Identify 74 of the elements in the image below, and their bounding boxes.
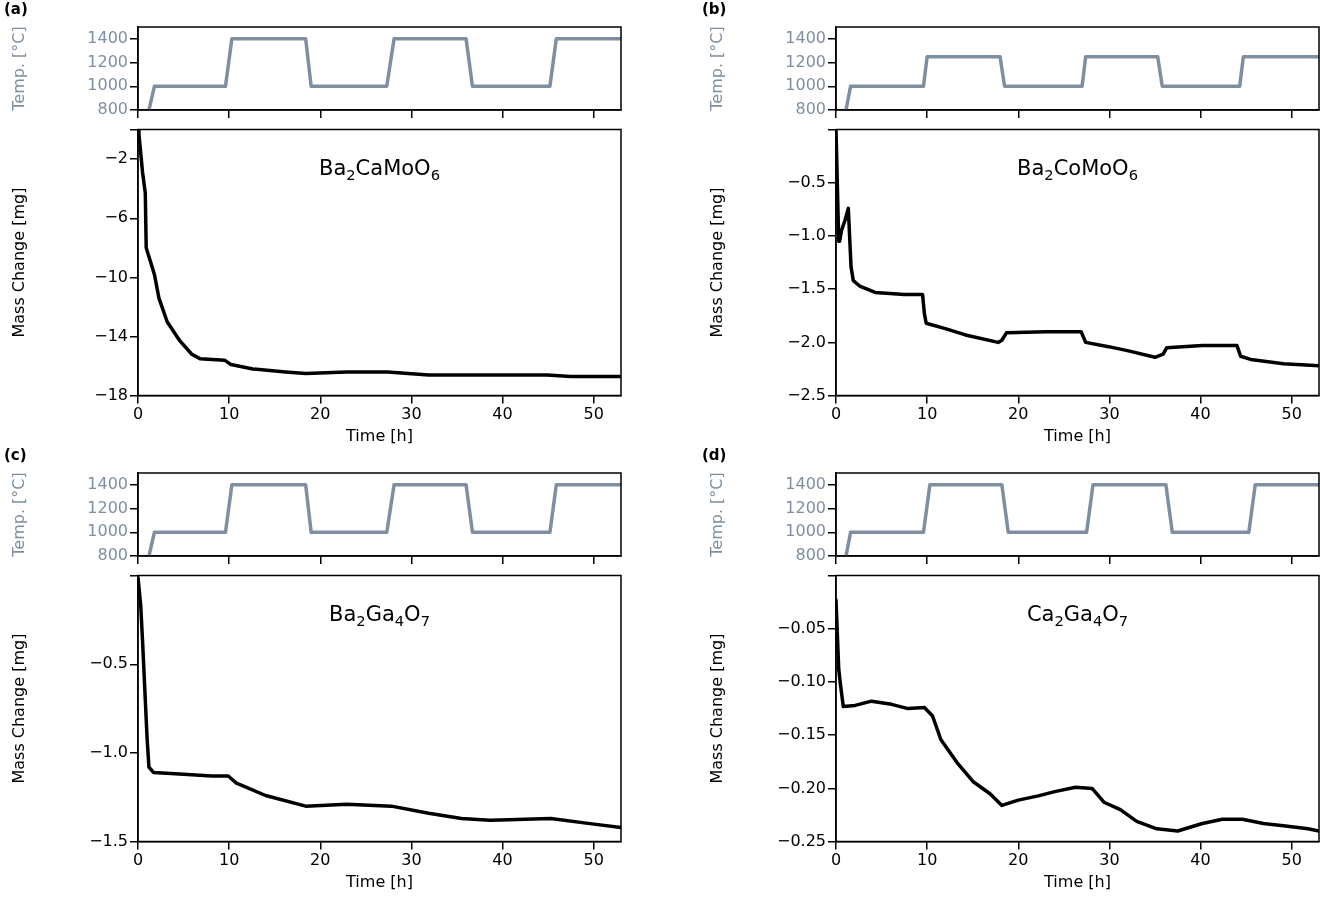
y-tick-label: −1.0 — [787, 225, 826, 245]
y-tick-label: 1000 — [785, 75, 826, 95]
x-tick-label: 20 — [310, 404, 331, 424]
x-tick-label: 10 — [218, 404, 240, 424]
y-tick-label: −0.5 — [787, 171, 826, 191]
x-tick-label: 10 — [218, 850, 240, 870]
y-tick-label: 1200 — [87, 497, 128, 517]
y-tick-label: 1000 — [87, 521, 128, 541]
y-axis-title: Mass Change [mg] — [706, 187, 726, 338]
x-tick-label: 40 — [1190, 404, 1211, 424]
x-tick-label: 30 — [401, 850, 422, 870]
y-tick-label: 1200 — [785, 497, 826, 517]
y-tick-label: −0.15 — [776, 724, 826, 744]
y-tick-label: −2 — [104, 148, 128, 168]
y-tick-label: −0.05 — [776, 617, 826, 637]
y-tick-label: −0.20 — [776, 777, 826, 797]
y-axis-title: Temp. [°C] — [8, 472, 28, 558]
x-tick-label: 0 — [132, 850, 144, 870]
y-tick-label: 800 — [795, 545, 826, 565]
x-tick-label: 10 — [916, 850, 938, 870]
x-tick-label: 20 — [1008, 850, 1029, 870]
x-tick-label: 40 — [492, 850, 513, 870]
y-axis-title: Temp. [°C] — [8, 26, 28, 112]
y-tick-label: 1400 — [785, 474, 826, 494]
x-tick-label: 50 — [1281, 404, 1302, 424]
y-tick-label: −1.0 — [89, 742, 128, 762]
y-tick-label: −6 — [104, 207, 128, 227]
y-tick-label: 1400 — [87, 28, 128, 48]
text: (d) — [702, 446, 727, 464]
y-tick-label: 1400 — [785, 28, 826, 48]
x-tick-label: 40 — [1190, 850, 1211, 870]
y-tick-label: 800 — [97, 545, 128, 565]
y-tick-label: −1.5 — [89, 830, 128, 850]
x-tick-label: 30 — [401, 404, 422, 424]
y-tick-label: −2.0 — [787, 331, 826, 351]
x-tick-label: 0 — [830, 404, 842, 424]
y-tick-label: 1400 — [87, 474, 128, 494]
x-tick-label: 50 — [1281, 850, 1302, 870]
y-tick-label: −14 — [94, 325, 128, 345]
x-tick-label: 30 — [1099, 404, 1120, 424]
x-tick-label: 20 — [310, 850, 331, 870]
x-axis-title: Time [h] — [1043, 871, 1111, 891]
x-tick-label: 0 — [830, 850, 842, 870]
x-tick-label: 50 — [583, 850, 604, 870]
x-tick-label: 50 — [583, 404, 604, 424]
text: (c) — [4, 446, 27, 464]
x-tick-label: 20 — [1008, 404, 1029, 424]
y-axis-title: Mass Change [mg] — [8, 187, 28, 338]
y-axis-title: Mass Change [mg] — [8, 633, 28, 784]
x-axis-title: Time [h] — [1043, 425, 1111, 445]
y-tick-label: −18 — [94, 384, 128, 404]
x-tick-label: 30 — [1099, 850, 1120, 870]
y-tick-label: −0.10 — [776, 671, 826, 691]
x-tick-label: 40 — [492, 404, 513, 424]
x-tick-label: 10 — [916, 404, 938, 424]
x-axis-title: Time [h] — [345, 425, 413, 445]
text: (b) — [702, 0, 727, 18]
y-tick-label: −0.5 — [89, 653, 128, 673]
y-axis-title: Mass Change [mg] — [706, 633, 726, 784]
y-tick-label: 800 — [97, 99, 128, 119]
y-tick-label: −1.5 — [787, 278, 826, 298]
text: (a) — [4, 0, 28, 18]
y-tick-label: −2.5 — [787, 384, 826, 404]
y-axis-title: Temp. [°C] — [706, 26, 726, 112]
x-tick-label: 0 — [132, 404, 144, 424]
y-tick-label: −0.25 — [776, 830, 826, 850]
y-tick-label: 800 — [795, 99, 826, 119]
y-tick-label: 1200 — [785, 51, 826, 71]
y-tick-label: 1200 — [87, 51, 128, 71]
y-tick-label: −10 — [94, 266, 128, 286]
y-tick-label: 1000 — [87, 75, 128, 95]
y-tick-label: 1000 — [785, 521, 826, 541]
y-axis-title: Temp. [°C] — [706, 472, 726, 558]
x-axis-title: Time [h] — [345, 871, 413, 891]
